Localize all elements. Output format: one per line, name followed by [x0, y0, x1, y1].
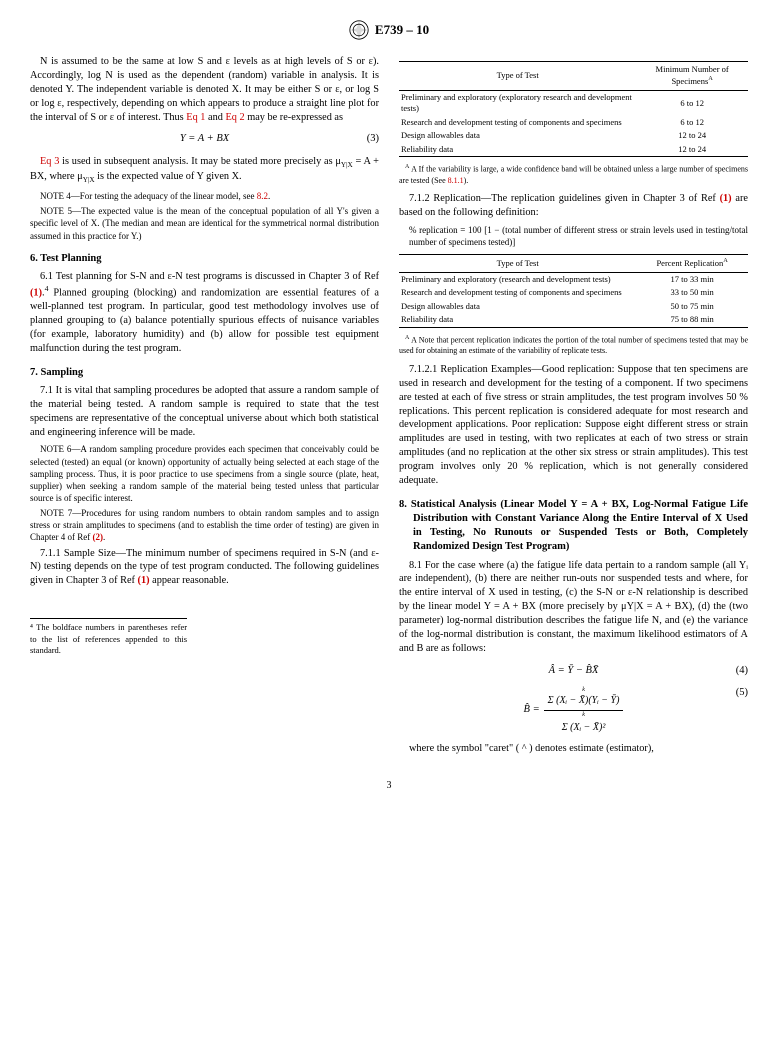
eq3-follow: Eq 3 is used in subsequent analysis. It … — [30, 155, 379, 187]
equation-4: Â = Ȳ − B̂X̄ (4) — [399, 664, 748, 678]
ref-1-link-b[interactable]: (1) — [138, 575, 150, 586]
astm-logo-icon — [349, 20, 369, 40]
ref-8-2-link[interactable]: 8.2 — [257, 191, 268, 201]
eq5-denominator: Σ (Xᵢ − X̄)² — [558, 719, 610, 735]
tbl1-r3c1: 12 to 24 — [636, 143, 748, 157]
ref-1-link-c[interactable]: (1) — [720, 193, 732, 204]
intro-mid: and — [205, 112, 225, 123]
tbl2-r0c0: Preliminary and exploratory (research an… — [399, 272, 636, 286]
eq3-number: (3) — [367, 132, 379, 146]
tbl1-r0c0: Preliminary and exploratory (exploratory… — [399, 90, 636, 115]
tbl2-r1c1: 33 to 50 min — [636, 286, 748, 299]
tbl1-col2-sup: A — [708, 75, 713, 82]
note-4: NOTE 4—For testing the adequacy of the l… — [30, 190, 379, 202]
right-column: Type of TestMinimum Number of SpecimensA… — [399, 55, 748, 760]
sec6-1a: 6.1 Test planning for S-N and ε-N test p… — [40, 271, 379, 282]
tbl1-r3c0: Reliability data — [399, 143, 636, 157]
tbl1-r1c1: 6 to 12 — [636, 116, 748, 129]
page-header: E739 – 10 — [30, 20, 748, 40]
eq5-follow: where the symbol "caret" ( ^ ) denotes e… — [399, 742, 748, 756]
intro-para: N is assumed to be the same at low S and… — [30, 55, 379, 124]
replication-formula: % replication = 100 [1 − (total number o… — [409, 224, 748, 248]
sec-7-1: 7.1 It is vital that sampling procedures… — [30, 384, 379, 440]
footnote-4: ⁴ The boldface numbers in parentheses re… — [30, 618, 187, 656]
note7a: NOTE 7—Procedures for using random numbe… — [30, 508, 379, 542]
tbl2-r3c1: 75 to 88 min — [636, 313, 748, 327]
left-column: N is assumed to be the same at low S and… — [30, 55, 379, 760]
note-7: NOTE 7—Procedures for using random numbe… — [30, 507, 379, 543]
eq1-link[interactable]: Eq 1 — [186, 112, 205, 123]
tbl2-r3c0: Reliability data — [399, 313, 636, 327]
equation-3: Y = A + BX (3) — [30, 132, 379, 146]
eq5-lhs: B̂ = — [524, 703, 540, 717]
ref-2-link[interactable]: (2) — [92, 532, 103, 542]
sec6-1b: Planned grouping (blocking) and randomiz… — [30, 287, 379, 354]
tbl1-r1c0: Research and development testing of comp… — [399, 116, 636, 129]
sec7-1-2a: 7.1.2 Replication—The replication guidel… — [409, 193, 720, 204]
tbl1-r0c1: 6 to 12 — [636, 90, 748, 115]
eq3-follow-b: is used in subsequent analysis. It may b… — [59, 156, 341, 167]
table-replication: Type of Test Percent ReplicationA Prelimi… — [399, 254, 748, 327]
equation-5: B̂ = k Σ (Xᵢ − X̄)(Yᵢ − Ȳ) k Σ (Xᵢ − X̄)… — [399, 686, 748, 734]
tbl2-col2-head: Percent Replication — [656, 258, 723, 268]
page: E739 – 10 N is assumed to be the same at… — [0, 0, 778, 821]
eq3-link[interactable]: Eq 3 — [40, 156, 59, 167]
tbl2-r0c1: 17 to 33 min — [636, 272, 748, 286]
tbl2-r2c0: Design allowables data — [399, 300, 636, 313]
intro-end: may be re-expressed as — [245, 112, 343, 123]
tbl2-r2c1: 50 to 75 min — [636, 300, 748, 313]
eq5-numerator: Σ (Xᵢ − X̄)(Yᵢ − Ȳ) — [544, 694, 624, 711]
tbl1-r2c1: 12 to 24 — [636, 129, 748, 142]
tbl1-col2-head: Minimum Number of Specimens — [656, 64, 729, 86]
eq3-follow-d: is the expected value of Y given X. — [95, 171, 242, 182]
note4-end: . — [268, 191, 270, 201]
eq4-body: Â = Ȳ − B̂X̄ — [549, 665, 599, 676]
note-5: NOTE 5—The expected value is the mean of… — [30, 205, 379, 241]
sec-7-1-1: 7.1.1 Sample Size—The minimum number of … — [30, 547, 379, 589]
note4-text: NOTE 4—For testing the adequacy of the l… — [40, 191, 257, 201]
note7b: . — [103, 532, 105, 542]
sec-7-1-2: 7.1.2 Replication—The replication guidel… — [399, 192, 748, 220]
tbl2-note-a: A A Note that percent replication indica… — [399, 334, 748, 357]
table-specimens: Type of Test Minimum Number of SpecimensA… — [399, 61, 748, 157]
content-columns: N is assumed to be the same at low S and… — [30, 55, 748, 760]
eq3-body: Y = A + BX — [180, 133, 229, 144]
eq2-link[interactable]: Eq 2 — [225, 112, 244, 123]
section-7-title: 7. Sampling — [30, 366, 379, 380]
designation: E739 – 10 — [375, 22, 429, 38]
tbl1-note-a: A A If the variability is large, a wide … — [399, 163, 748, 186]
tbl1-r2c0: Design allowables data — [399, 129, 636, 142]
eq4-number: (4) — [736, 664, 748, 678]
page-number: 3 — [30, 780, 748, 791]
eq5-number: (5) — [736, 686, 748, 700]
tbl2-col2-sup: A — [723, 257, 728, 264]
tbl2-col1-head: Type of Test — [497, 258, 539, 268]
ref-1-link[interactable]: (1) — [30, 287, 42, 298]
note-6: NOTE 6—A random sampling procedure provi… — [30, 443, 379, 504]
tbl1-col1-head: Type of Test — [497, 70, 539, 80]
tbl2-r1c0: Research and development testing of comp… — [399, 286, 636, 299]
sec-8-1: 8.1 For the case where (a) the fatigue l… — [399, 559, 748, 656]
tbl2-note-text: A Note that percent replication indicate… — [399, 335, 748, 355]
section-6-title: 6. Test Planning — [30, 252, 379, 266]
sec-6-1: 6.1 Test planning for S-N and ε-N test p… — [30, 270, 379, 356]
ref-8-1-1-link[interactable]: 8.1.1 — [448, 176, 464, 185]
sec7-1-1b: appear reasonable. — [150, 575, 229, 586]
section-8-title: 8. Statistical Analysis (Linear Model Y … — [399, 498, 748, 555]
tbl1-note-b: ). — [464, 176, 469, 185]
sec-7-1-2-1: 7.1.2.1 Replication Examples—Good replic… — [399, 363, 748, 488]
